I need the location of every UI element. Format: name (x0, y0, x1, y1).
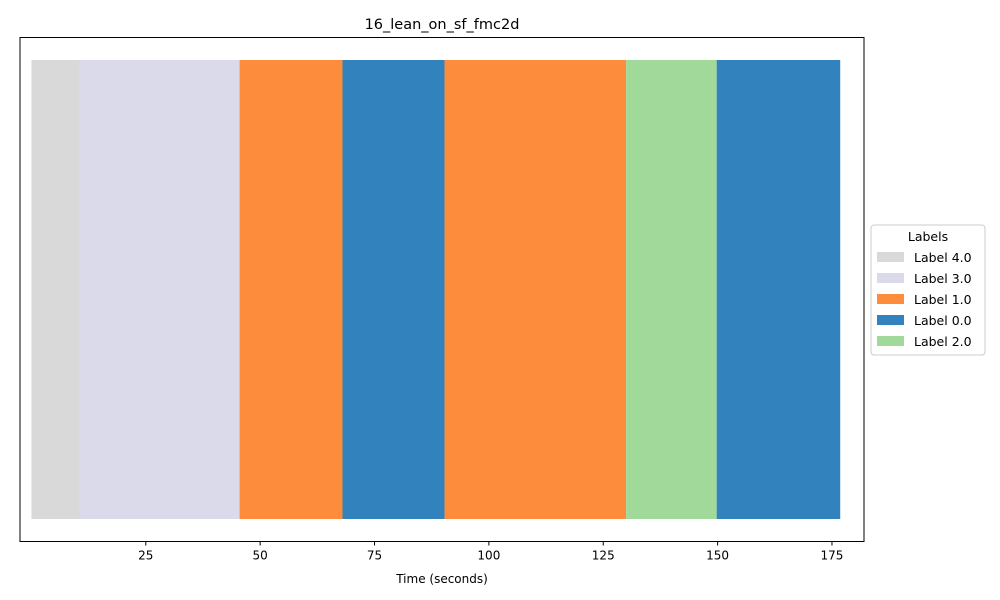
x-tick-label: 100 (477, 549, 500, 563)
segment-7 (716, 60, 841, 519)
legend-title: Labels (908, 229, 948, 244)
legend-label: Label 2.0 (914, 334, 972, 349)
legend-label: Label 0.0 (914, 313, 972, 328)
legend-label: Label 4.0 (914, 250, 972, 265)
chart-title: 16_lean_on_sf_fmc2d (365, 17, 520, 33)
legend-swatch (877, 315, 904, 325)
plot-frame (19, 37, 865, 542)
segment-2 (79, 60, 240, 519)
segments-layer (31, 60, 841, 519)
x-tick-label: 25 (138, 549, 153, 563)
x-tick-label: 75 (367, 549, 382, 563)
segment-4 (342, 60, 445, 519)
x-tick-label: 175 (821, 549, 844, 563)
legend-label: Label 3.0 (914, 271, 972, 286)
segment-6 (626, 60, 717, 519)
legend-label: Label 1.0 (914, 292, 972, 307)
segment-3 (239, 60, 343, 519)
legend-swatch (877, 252, 904, 262)
x-tick-label: 125 (592, 549, 615, 563)
legend-swatch (877, 273, 904, 283)
legend-swatch (877, 294, 904, 304)
legend-entries: Label 4.0 Label 3.0 Label 1.0 Label 0.0 Labe… (877, 250, 972, 349)
x-tick-label: 50 (253, 549, 268, 563)
segment-5 (444, 60, 627, 519)
segment-1 (31, 60, 80, 519)
legend-swatch (877, 336, 904, 346)
x-tick-label: 150 (706, 549, 729, 563)
x-axis-label: Time (seconds) (395, 572, 488, 586)
x-axis-ticks: 25 50 75 100 125 150 175 (138, 541, 844, 563)
